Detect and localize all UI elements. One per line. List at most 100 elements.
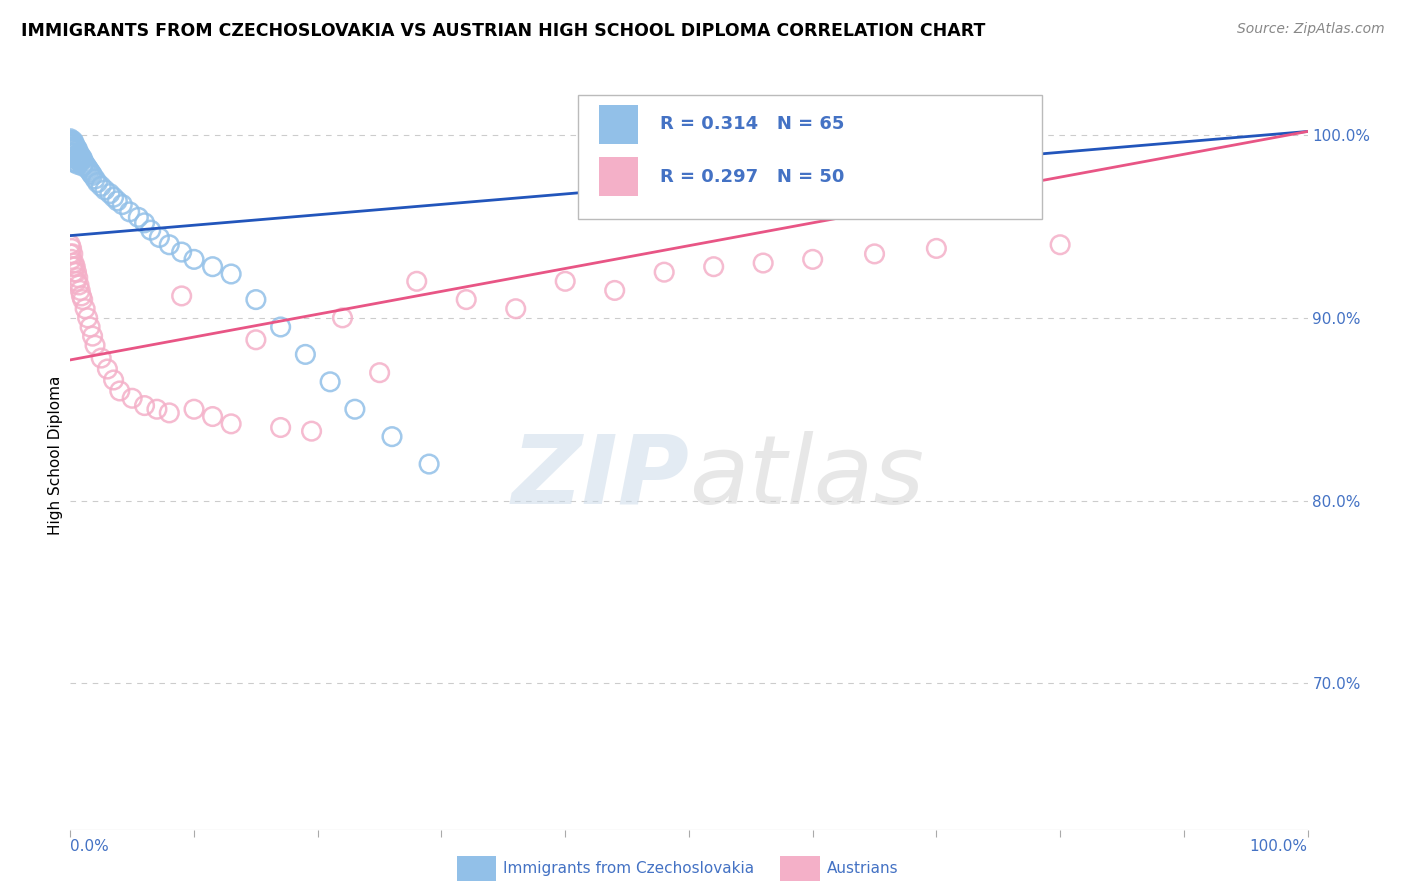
Point [79,164,101,178]
Point [505,301,527,316]
Point [79,320,101,334]
Point [66,150,89,164]
Point [65,260,87,274]
Point [925,241,948,255]
Point [111,197,134,211]
Point [60,150,83,164]
Point [148,230,170,244]
Point [69,284,91,298]
Point [65,139,87,153]
Point [219,267,242,281]
Point [72,293,94,307]
Point [65,274,87,288]
Point [84,172,107,186]
Point [294,347,316,361]
Point [98,186,121,201]
Point [60,139,83,153]
Point [456,293,478,307]
Point [76,310,98,325]
Point [703,260,725,274]
Point [157,237,180,252]
Point [62,247,84,261]
Point [77,162,100,177]
Text: Source: ZipAtlas.com: Source: ZipAtlas.com [1237,22,1385,37]
Point [405,274,427,288]
Point [319,375,342,389]
Point [105,194,128,208]
Point [245,293,267,307]
Point [72,152,94,166]
Point [801,252,824,267]
Point [603,284,626,298]
Point [62,260,84,274]
FancyBboxPatch shape [599,158,638,196]
Point [270,320,292,334]
Point [381,430,404,444]
Text: atlas: atlas [689,431,924,524]
Point [63,256,86,270]
Point [60,136,83,150]
Text: R = 0.314   N = 65: R = 0.314 N = 65 [661,115,845,134]
Point [67,146,90,161]
Point [59,137,82,152]
Point [63,265,86,279]
Point [103,373,125,387]
Y-axis label: High School Diploma: High School Diploma [48,376,63,534]
Point [63,146,86,161]
Point [59,134,82,148]
FancyBboxPatch shape [599,105,638,144]
Text: Immigrants from Czechoslovakia: Immigrants from Czechoslovakia [503,862,755,876]
Point [63,155,86,169]
Point [170,245,193,260]
Point [301,424,323,438]
Point [863,247,886,261]
Point [75,301,97,316]
Point [332,310,354,325]
Point [63,141,86,155]
Point [59,146,82,161]
Point [86,176,108,190]
Point [70,289,93,303]
Point [76,161,98,175]
Point [65,148,87,162]
Text: Austrians: Austrians [827,862,898,876]
Point [183,402,205,417]
Point [75,157,97,171]
Point [652,265,675,279]
Point [72,159,94,173]
Point [90,179,112,194]
Point [65,141,87,155]
Point [127,211,149,225]
Point [65,152,87,166]
Point [157,406,180,420]
Point [118,205,141,219]
Point [121,391,143,405]
Point [63,136,86,150]
Text: R = 0.297   N = 50: R = 0.297 N = 50 [661,168,845,186]
Point [80,166,103,180]
Point [554,274,576,288]
Point [60,241,83,255]
Point [343,402,366,417]
Point [183,252,205,267]
FancyBboxPatch shape [578,95,1042,219]
Point [84,338,107,352]
Point [418,457,440,471]
Point [146,402,169,417]
Text: 100.0%: 100.0% [1250,838,1308,854]
Point [82,169,104,183]
Point [245,333,267,347]
Point [59,141,82,155]
Point [82,329,104,343]
Point [65,145,87,159]
Point [66,270,89,285]
Point [60,252,83,267]
Point [65,155,87,169]
Point [170,289,193,303]
Point [67,153,90,168]
Point [73,155,96,169]
Point [270,420,292,434]
Point [134,216,156,230]
Point [59,247,82,261]
Text: 0.0%: 0.0% [70,838,110,854]
